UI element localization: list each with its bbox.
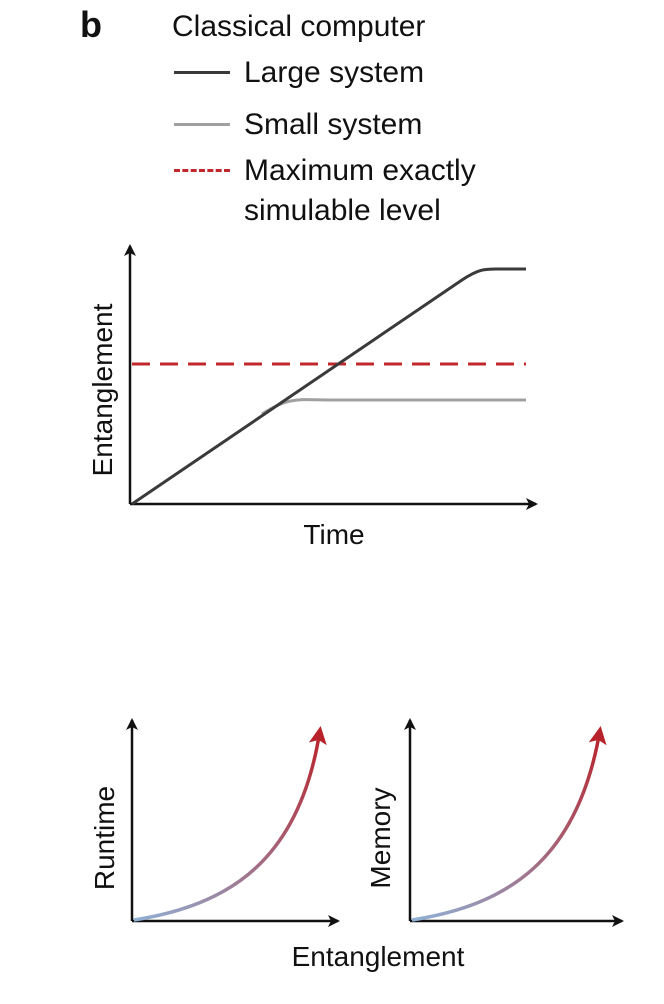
runtime-y-label: Runtime bbox=[89, 786, 120, 890]
runtime-curve bbox=[133, 726, 327, 922]
memory-curve bbox=[411, 726, 607, 922]
runtime-chart: Runtime bbox=[89, 718, 340, 927]
legend-title: Classical computer bbox=[172, 10, 426, 43]
memory-chart: Memory bbox=[365, 718, 624, 927]
top-x-label: Time bbox=[303, 519, 364, 550]
shared-x-label: Entanglement bbox=[292, 941, 465, 972]
top-chart: Time Entanglement bbox=[87, 244, 538, 550]
large-system-curve bbox=[131, 267, 526, 506]
memory-y-label: Memory bbox=[365, 787, 396, 888]
legend-label-max-line1: Maximum exactly bbox=[244, 154, 476, 187]
legend-swatch-max bbox=[174, 169, 230, 172]
panel-label: b bbox=[80, 4, 102, 45]
top-y-label: Entanglement bbox=[87, 303, 118, 476]
small-system-curve bbox=[261, 398, 526, 416]
legend-swatch-large bbox=[174, 71, 230, 74]
legend-label-small: Small system bbox=[244, 108, 423, 141]
legend-label-large: Large system bbox=[244, 56, 425, 89]
legend-swatch-small bbox=[174, 123, 230, 126]
legend-label-max-line2: simulable level bbox=[244, 194, 441, 227]
